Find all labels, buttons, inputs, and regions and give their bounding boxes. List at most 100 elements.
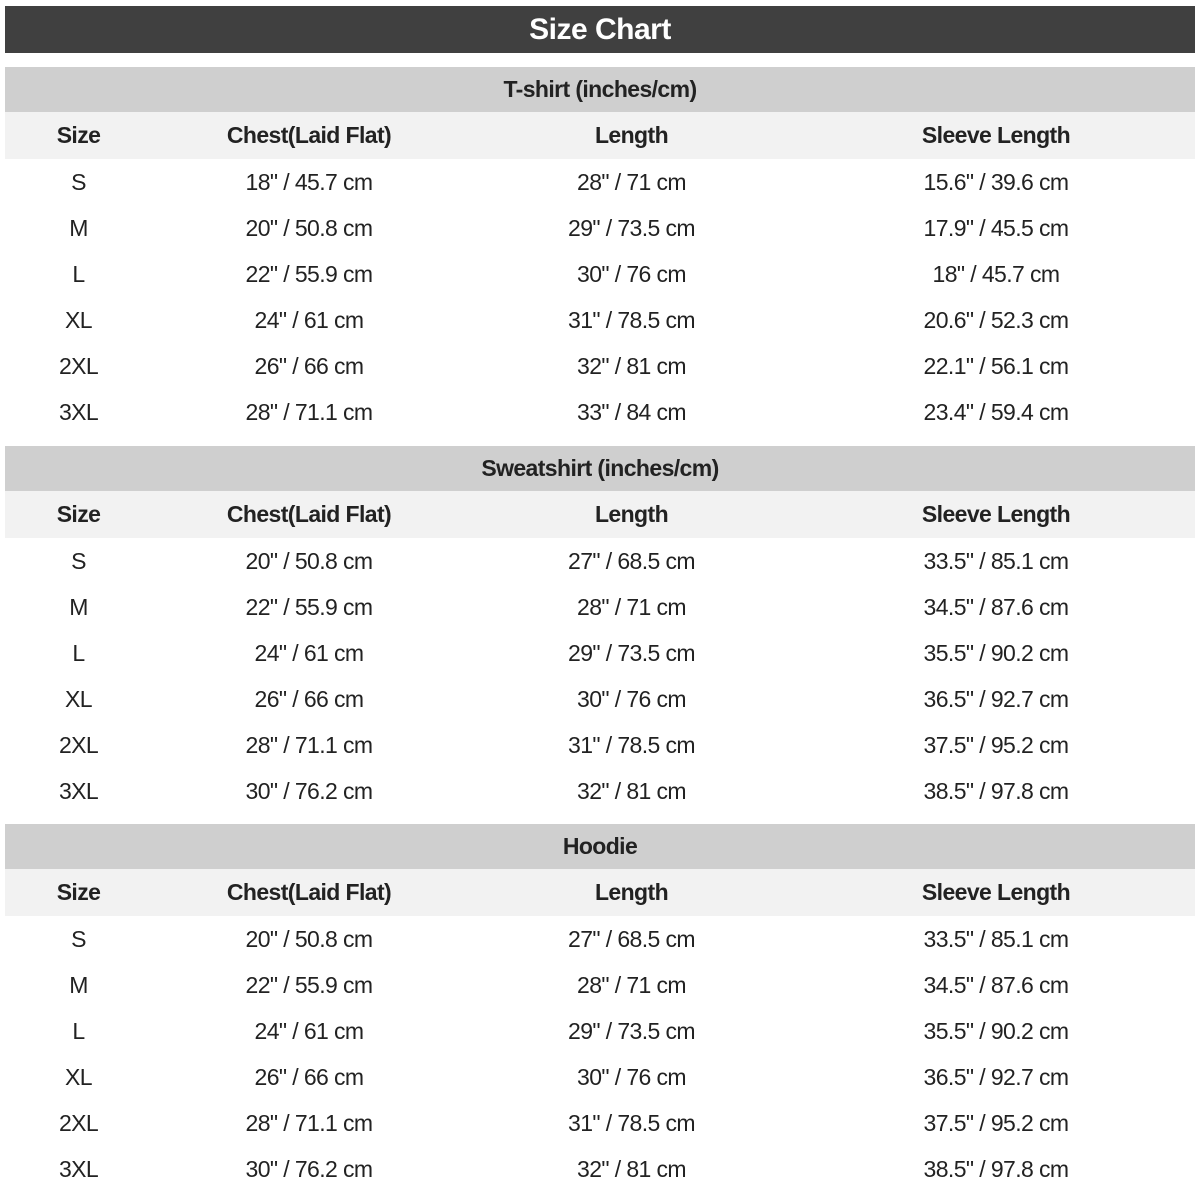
table-cell: 28" / 71.1 cm xyxy=(245,398,374,425)
table-cell: XL xyxy=(65,685,93,712)
table-cell: 22" / 55.9 cm xyxy=(245,260,374,287)
table-cell: 18" / 45.7 cm xyxy=(932,260,1061,287)
table-row: XL 26" / 66 cm 30" / 76 cm 36.5" / 92.7 cm xyxy=(5,1054,1195,1100)
column-header: Size xyxy=(5,501,152,528)
table-row: 3XL 30" / 76.2 cm 32" / 81 cm 38.5" / 97.8 … xyxy=(5,1146,1195,1192)
table-cell: L xyxy=(72,639,85,666)
table-cell: M xyxy=(69,593,88,620)
table-cell: 20" / 50.8 cm xyxy=(245,547,374,574)
table-cell: 31" / 78.5 cm xyxy=(568,306,696,333)
table-cell: 3XL xyxy=(58,777,99,804)
size-table-section: Sweatshirt (inches/cm) Size Chest(Laid Fla… xyxy=(5,446,1195,814)
column-header: Size xyxy=(5,879,152,906)
section-title: Sweatshirt (inches/cm) xyxy=(5,446,1195,491)
table-cell: M xyxy=(69,214,88,241)
column-header: Length xyxy=(594,122,669,148)
table-row: L 24" / 61 cm 29" / 73.5 cm 35.5" / 90.2 cm xyxy=(5,1008,1195,1054)
table-cell: 28" / 71 cm xyxy=(577,168,687,195)
table-cell: 26" / 66 cm xyxy=(254,1063,365,1090)
table-cell: 20.6" / 52.3 cm xyxy=(923,306,1070,333)
column-header-row: Size Chest(Laid Flat) Length Sleeve Length xyxy=(5,491,1195,538)
table-cell: 35.5" / 90.2 cm xyxy=(923,639,1070,666)
table-cell: S xyxy=(71,547,86,574)
table-cell: 26" / 66 cm xyxy=(254,685,365,712)
table-cell: 22.1" / 56.1 cm xyxy=(923,352,1070,379)
table-cell: 24" / 61 cm xyxy=(254,639,365,666)
column-header: Length xyxy=(594,501,669,527)
section-title: T-shirt (inches/cm) xyxy=(5,67,1195,112)
table-cell: 3XL xyxy=(58,398,99,425)
table-cell: 33.5" / 85.1 cm xyxy=(923,925,1070,952)
table-cell: 28" / 71.1 cm xyxy=(245,1109,374,1136)
table-row: S 20" / 50.8 cm 27" / 68.5 cm 33.5" / 85.1 … xyxy=(5,916,1195,962)
table-row: 2XL 28" / 71.1 cm 31" / 78.5 cm 37.5" / 95.… xyxy=(5,1100,1195,1146)
table-row: XL 26" / 66 cm 30" / 76 cm 36.5" / 92.7 cm xyxy=(5,676,1195,722)
table-cell: 29" / 73.5 cm xyxy=(568,1017,696,1044)
table-row: M 20" / 50.8 cm 29" / 73.5 cm 17.9" / 45.5 … xyxy=(5,205,1195,251)
table-cell: 30" / 76 cm xyxy=(577,685,687,712)
table-cell: 2XL xyxy=(58,1109,99,1136)
table-row: M 22" / 55.9 cm 28" / 71 cm 34.5" / 87.6 cm xyxy=(5,584,1195,630)
table-cell: 36.5" / 92.7 cm xyxy=(923,1063,1070,1090)
column-header-row: Size Chest(Laid Flat) Length Sleeve Length xyxy=(5,112,1195,159)
table-cell: 34.5" / 87.6 cm xyxy=(923,971,1070,998)
table-row: XL 24" / 61 cm 31" / 78.5 cm 20.6" / 52.3 c… xyxy=(5,297,1195,343)
table-cell: 17.9" / 45.5 cm xyxy=(923,214,1070,241)
column-header: Chest(Laid Flat) xyxy=(226,122,392,148)
size-table-section: T-shirt (inches/cm) Size Chest(Laid Flat) L… xyxy=(5,67,1195,435)
table-row: S 20" / 50.8 cm 27" / 68.5 cm 33.5" / 85.1 … xyxy=(5,538,1195,584)
column-header: Length xyxy=(594,879,669,905)
table-row: 2XL 26" / 66 cm 32" / 81 cm 22.1" / 56.1 cm xyxy=(5,343,1195,389)
column-header: Chest(Laid Flat) xyxy=(226,501,392,527)
table-row: S 18" / 45.7 cm 28" / 71 cm 15.6" / 39.6 cm xyxy=(5,159,1195,205)
table-cell: 27" / 68.5 cm xyxy=(568,925,696,952)
table-cell: L xyxy=(72,260,85,287)
column-header: Sleeve Length xyxy=(921,501,1071,527)
column-header: Size xyxy=(5,122,152,149)
table-cell: 28" / 71 cm xyxy=(577,971,687,998)
column-header: Chest(Laid Flat) xyxy=(226,879,392,905)
table-cell: 24" / 61 cm xyxy=(254,306,365,333)
table-cell: 18" / 45.7 cm xyxy=(245,168,374,195)
table-cell: 29" / 73.5 cm xyxy=(568,214,696,241)
table-cell: 36.5" / 92.7 cm xyxy=(923,685,1070,712)
table-cell: 37.5" / 95.2 cm xyxy=(923,731,1070,758)
table-cell: 30" / 76 cm xyxy=(577,260,687,287)
table-cell: 2XL xyxy=(58,352,99,379)
table-cell: 28" / 71 cm xyxy=(577,593,687,620)
table-row: 3XL 28" / 71.1 cm 33" / 84 cm 23.4" / 59.4 … xyxy=(5,389,1195,435)
table-cell: L xyxy=(72,1017,85,1044)
table-cell: S xyxy=(71,925,86,952)
table-cell: 27" / 68.5 cm xyxy=(568,547,696,574)
table-cell: 3XL xyxy=(58,1155,99,1182)
table-cell: 30" / 76.2 cm xyxy=(245,777,374,804)
table-cell: S xyxy=(71,168,86,195)
table-cell: 34.5" / 87.6 cm xyxy=(923,593,1070,620)
table-cell: 38.5" / 97.8 cm xyxy=(923,1155,1070,1182)
size-table-section: Hoodie Size Chest(Laid Flat) Length Sleeve L… xyxy=(5,824,1195,1192)
table-cell: 33.5" / 85.1 cm xyxy=(923,547,1070,574)
table-cell: 32" / 81 cm xyxy=(577,1155,687,1182)
table-cell: 23.4" / 59.4 cm xyxy=(923,398,1070,425)
table-cell: 31" / 78.5 cm xyxy=(568,731,696,758)
column-header: Sleeve Length xyxy=(921,122,1071,148)
table-cell: 30" / 76 cm xyxy=(577,1063,687,1090)
table-cell: 20" / 50.8 cm xyxy=(245,925,374,952)
table-cell: XL xyxy=(65,1063,93,1090)
table-cell: 30" / 76.2 cm xyxy=(245,1155,374,1182)
page-title: Size Chart xyxy=(5,6,1195,53)
table-cell: XL xyxy=(65,306,93,333)
table-row: 3XL 30" / 76.2 cm 32" / 81 cm 38.5" / 97.8 … xyxy=(5,768,1195,814)
table-cell: 20" / 50.8 cm xyxy=(245,214,374,241)
table-cell: 38.5" / 97.8 cm xyxy=(923,777,1070,804)
section-title: Hoodie xyxy=(5,824,1195,869)
table-row: 2XL 28" / 71.1 cm 31" / 78.5 cm 37.5" / 95.… xyxy=(5,722,1195,768)
column-header-row: Size Chest(Laid Flat) Length Sleeve Length xyxy=(5,869,1195,916)
table-cell: 28" / 71.1 cm xyxy=(245,731,374,758)
table-cell: 33" / 84 cm xyxy=(577,398,687,425)
table-row: M 22" / 55.9 cm 28" / 71 cm 34.5" / 87.6 cm xyxy=(5,962,1195,1008)
table-cell: 32" / 81 cm xyxy=(577,352,687,379)
table-cell: 22" / 55.9 cm xyxy=(245,593,374,620)
table-cell: 37.5" / 95.2 cm xyxy=(923,1109,1070,1136)
table-cell: 24" / 61 cm xyxy=(254,1017,365,1044)
